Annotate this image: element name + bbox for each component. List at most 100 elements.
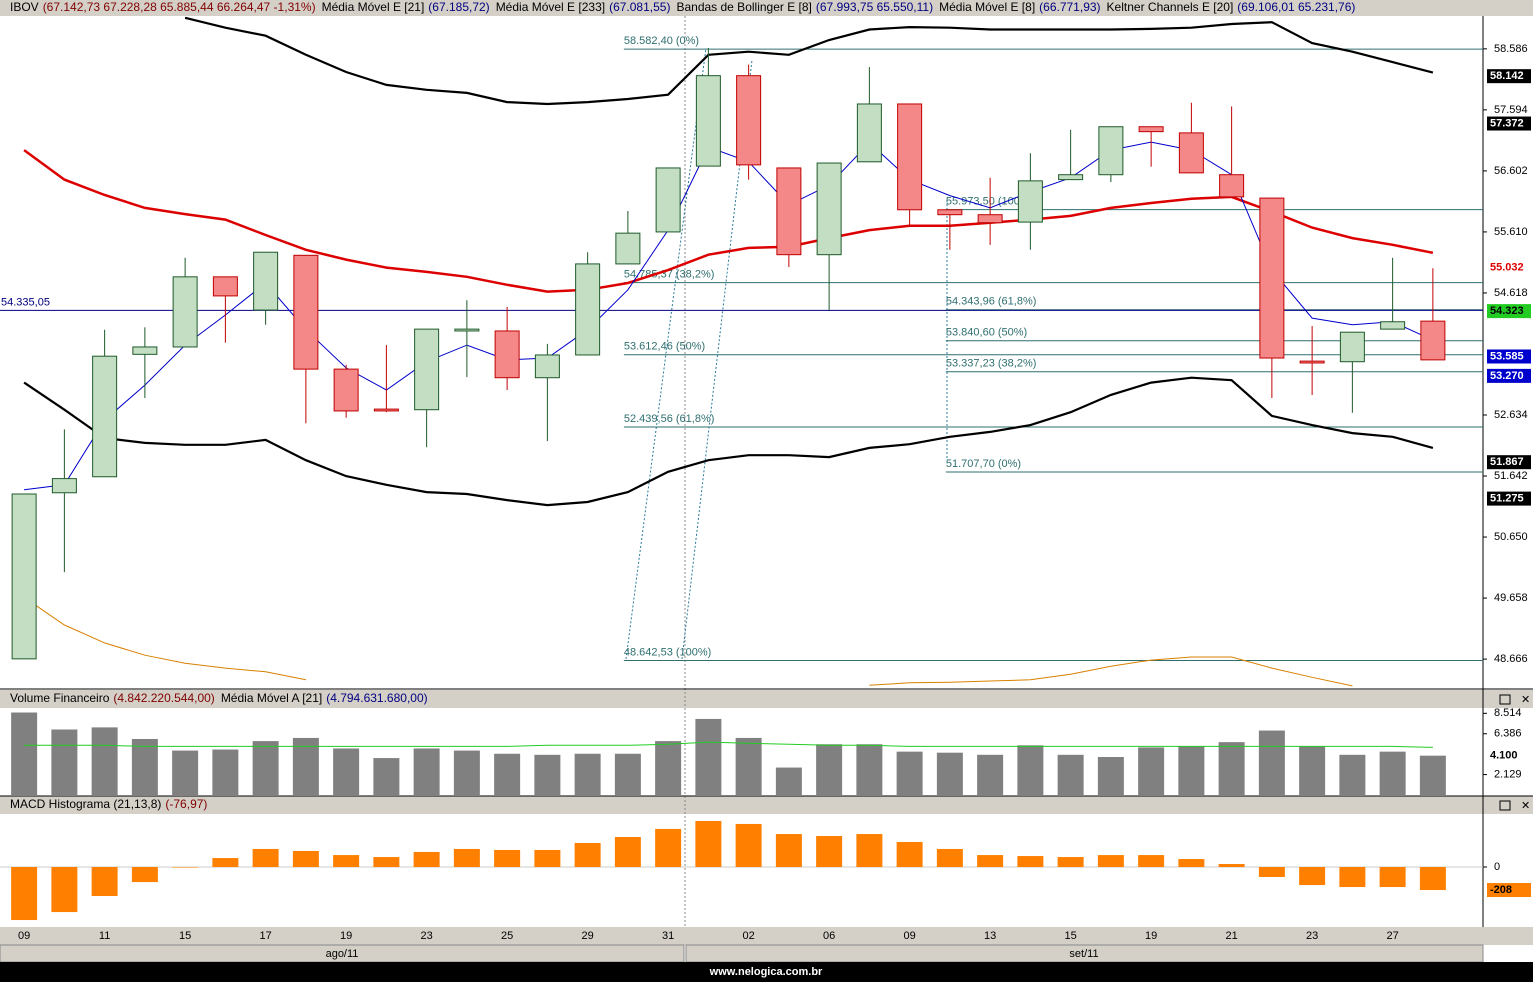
x-tick-label: 23 <box>421 930 433 942</box>
fib-label: 53.612,46 (50%) <box>624 341 705 353</box>
bar <box>1138 747 1165 795</box>
legend-value: (67.081,55) <box>609 0 670 14</box>
candle-body <box>655 167 681 233</box>
bar <box>816 836 843 868</box>
bar <box>413 851 440 868</box>
candle-body <box>1299 360 1325 364</box>
legend-value: (66.771,93) <box>1039 0 1100 14</box>
bar <box>252 848 279 868</box>
bar <box>534 849 561 868</box>
x-axis <box>0 927 1533 945</box>
bar <box>977 754 1004 795</box>
panel-legend: MACD Histograma (21,13,8) (-76,97) <box>10 797 207 811</box>
maximize-button[interactable] <box>1499 800 1511 811</box>
indicator-line <box>184 16 1434 106</box>
legend-value: (4.794.631.680,00) <box>326 691 427 705</box>
bar <box>1379 751 1406 795</box>
legend-value: (-76,97) <box>165 797 207 811</box>
bar <box>1299 867 1326 886</box>
legend-name: Volume Financeiro <box>10 691 110 705</box>
y-tick-label: 49.658 <box>1494 592 1528 604</box>
bar <box>91 867 118 897</box>
candle-body <box>615 232 641 265</box>
fib-label: 58.582,40 (0%) <box>624 35 699 47</box>
bar <box>1138 855 1165 868</box>
macd-header <box>0 796 1533 814</box>
close-button[interactable]: ✕ <box>1521 800 1530 812</box>
candle-body <box>695 75 721 167</box>
panel-legend: Volume Financeiro (4.842.220.544,00) Média… <box>10 691 428 705</box>
y-tick-label: 2.129 <box>1494 768 1522 780</box>
candle-body <box>736 75 762 166</box>
x-tick-label: 13 <box>984 930 996 942</box>
last-value-box <box>1487 349 1531 364</box>
last-value-label: 51.867 <box>1490 456 1524 468</box>
bar <box>453 848 480 868</box>
bar <box>51 867 78 913</box>
x-tick-label: 09 <box>904 930 916 942</box>
indicator-line <box>23 596 1353 687</box>
candle-body <box>1017 180 1043 223</box>
close-button[interactable]: ✕ <box>1521 694 1530 706</box>
x-tick-label: 19 <box>340 930 352 942</box>
bar <box>1258 730 1285 795</box>
x-tick-label: 09 <box>18 930 30 942</box>
candle-body <box>534 354 560 379</box>
candle-body <box>1259 197 1285 359</box>
bar <box>91 727 118 795</box>
candle-body <box>1178 132 1204 174</box>
bar <box>775 767 802 795</box>
bar <box>1178 746 1205 795</box>
fib-label: 53.840,60 (50%) <box>946 327 1027 339</box>
legend-name: MACD Histograma (21,13,8) <box>10 797 161 811</box>
bar <box>695 718 722 795</box>
last-value-label: 53.585 <box>1490 350 1524 362</box>
last-value-box <box>1487 368 1531 383</box>
price-header <box>0 0 1533 16</box>
bar <box>494 753 521 795</box>
bar <box>655 741 682 795</box>
x-tick-label: 23 <box>1306 930 1318 942</box>
bar <box>977 855 1004 868</box>
bar <box>333 855 360 868</box>
bar <box>1178 859 1205 868</box>
x-tick-label: 29 <box>582 930 594 942</box>
x-tick-label: 02 <box>743 930 755 942</box>
window-buttons[interactable]: ✕ ✕ <box>1499 694 1530 812</box>
x-tick-label: 25 <box>501 930 513 942</box>
bar <box>816 744 843 795</box>
bar <box>614 837 641 868</box>
indicator-line <box>23 149 1434 293</box>
bar <box>534 754 561 795</box>
x-tick-label: 31 <box>662 930 674 942</box>
month-label: set/11 <box>1069 948 1098 960</box>
bar <box>735 737 762 795</box>
bar <box>453 750 480 795</box>
bar <box>896 842 923 868</box>
candle-body <box>172 276 198 348</box>
legend-name: Média Móvel E [21] <box>322 0 425 14</box>
last-value-label: 57.372 <box>1490 117 1524 129</box>
y-tick-label: 8.514 <box>1494 707 1522 719</box>
fib-label: 48.642,53 (100%) <box>624 646 711 658</box>
y-tick-label: 57.594 <box>1494 104 1528 116</box>
bar <box>574 753 601 795</box>
bar <box>574 842 601 868</box>
candle-body <box>816 162 842 256</box>
fib-trend-line <box>681 59 753 660</box>
maximize-button[interactable] <box>1499 694 1511 705</box>
last-value-label: 54.323 <box>1490 305 1524 317</box>
bar <box>936 848 963 868</box>
panel-legend: IBOV (67.142,73 67.228,28 65.885,44 66.26… <box>10 0 1355 14</box>
y-tick-label: 52.634 <box>1494 409 1528 421</box>
last-value-label: 51.275 <box>1490 493 1524 505</box>
x-tick-label: 17 <box>260 930 272 942</box>
candle-body <box>977 214 1003 224</box>
bar <box>695 820 722 868</box>
candle-body <box>414 328 440 411</box>
bar <box>1419 755 1446 795</box>
bar <box>896 751 923 795</box>
bar <box>1017 856 1044 868</box>
